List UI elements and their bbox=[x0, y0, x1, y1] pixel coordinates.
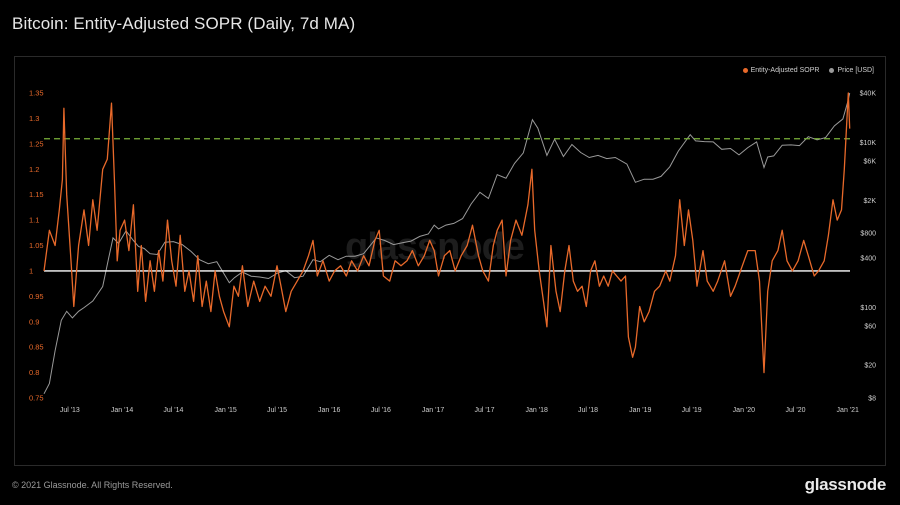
y-left-tick-label: 1.25 bbox=[29, 139, 44, 148]
legend-item-sopr[interactable]: Entity-Adjusted SOPR bbox=[742, 67, 820, 74]
x-tick-label: Jan '15 bbox=[214, 407, 236, 414]
x-tick-label: Jul '20 bbox=[786, 407, 806, 414]
x-tick-label: Jan '14 bbox=[111, 407, 133, 414]
y-left-tick-label: 1.2 bbox=[29, 165, 39, 174]
price-line bbox=[43, 92, 851, 395]
y-right-tick-label: $20 bbox=[864, 363, 876, 370]
brand-logo: glassnode bbox=[804, 475, 887, 494]
y-right-tick-label: $400 bbox=[860, 255, 876, 262]
y-left-tick-label: 1.1 bbox=[29, 216, 39, 225]
legend-label-sopr: Entity-Adjusted SOPR bbox=[750, 67, 820, 74]
legend-dot-sopr-icon bbox=[742, 68, 748, 73]
x-tick-label: Jan '18 bbox=[526, 407, 548, 414]
y-left-tick-label: 0.75 bbox=[29, 394, 44, 403]
y-right-tick-label: $100 bbox=[860, 305, 876, 312]
x-tick-label: Jul '18 bbox=[578, 407, 598, 414]
y-right-tick-label: $40K bbox=[860, 91, 877, 98]
y-right-tick-label: $60 bbox=[864, 323, 876, 330]
y-right-tick-label: $10K bbox=[860, 140, 877, 147]
legend-item-price[interactable]: Price [USD] bbox=[829, 67, 874, 74]
y-right-tick-label: $800 bbox=[860, 231, 876, 238]
chart-panel bbox=[14, 56, 886, 466]
y-left-tick-label: 1 bbox=[29, 266, 33, 275]
x-tick-label: Jan '20 bbox=[733, 407, 755, 414]
x-tick-label: Jul '13 bbox=[60, 407, 80, 414]
y-left-tick-label: 1.15 bbox=[29, 190, 44, 199]
y-left-tick-label: 0.85 bbox=[29, 343, 44, 352]
y-left-tick-label: 0.95 bbox=[29, 292, 44, 301]
y-right-tick-label: $6K bbox=[864, 158, 877, 165]
watermark-logo: glassnode bbox=[345, 226, 525, 268]
x-tick-label: Jan '19 bbox=[629, 407, 651, 414]
x-tick-label: Jul '19 bbox=[682, 407, 702, 414]
legend-dot-price-icon bbox=[829, 68, 835, 73]
y-left-tick-label: 1.05 bbox=[29, 241, 44, 250]
y-right-tick-label: $8 bbox=[868, 396, 876, 403]
page-title: Bitcoin: Entity-Adjusted SOPR (Daily, 7d… bbox=[12, 14, 356, 33]
x-tick-label: Jan '16 bbox=[318, 407, 340, 414]
y-right-tick-label: $2K bbox=[864, 198, 877, 205]
x-tick-label: Jul '15 bbox=[267, 407, 287, 414]
x-tick-label: Jul '16 bbox=[371, 407, 391, 414]
x-tick-label: Jan '21 bbox=[837, 407, 859, 414]
chart-legend: Entity-Adjusted SOPR Price [USD] bbox=[742, 67, 874, 74]
y-left-tick-label: 1.35 bbox=[29, 89, 44, 98]
legend-label-price: Price [USD] bbox=[837, 67, 874, 74]
x-tick-label: Jul '17 bbox=[474, 407, 494, 414]
y-left-tick-label: 0.8 bbox=[29, 368, 39, 377]
sopr-line bbox=[43, 92, 851, 374]
y-left-tick-label: 0.9 bbox=[29, 317, 39, 326]
x-tick-label: Jul '14 bbox=[163, 407, 183, 414]
x-tick-label: Jan '17 bbox=[422, 407, 444, 414]
y-left-tick-label: 1.3 bbox=[29, 114, 39, 123]
copyright-text: © 2021 Glassnode. All Rights Reserved. bbox=[12, 480, 173, 490]
